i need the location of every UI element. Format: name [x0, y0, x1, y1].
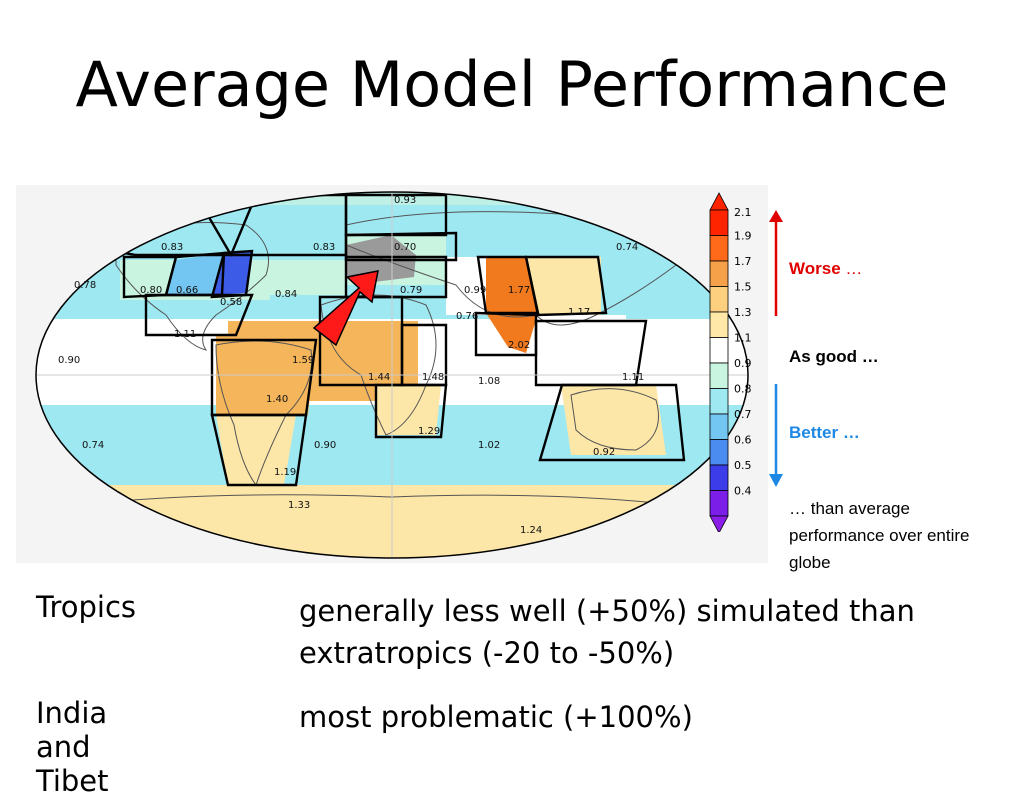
colorbar: 2.1 1.9 1.7 1.5 1.3 1.1 0.9 0.8 0.7 0.6 0.5 0.4 — [709, 192, 752, 532]
page-title: Average Model Performance — [75, 48, 949, 121]
region-australia — [561, 385, 666, 455]
continent-australia — [570, 388, 659, 451]
label-e-na: 0.58 — [220, 297, 242, 308]
colorbar-tick-label: 1.3 — [734, 306, 752, 319]
label-s-south-america: 1.40 — [266, 394, 288, 405]
better-arrow-head — [769, 474, 783, 487]
colorbar-tick-label: 1.7 — [734, 255, 752, 268]
colorbar-tick-label: 0.4 — [734, 485, 752, 498]
legend-as-good: As good … — [789, 347, 879, 366]
region-tibet — [478, 257, 538, 313]
colorbar-block — [709, 235, 729, 262]
region-s-south-america — [216, 415, 296, 485]
legend-worse-label: Worse — [789, 259, 841, 278]
legend-note: … than average performance over entire g… — [789, 499, 970, 572]
label-e-pacific: 0.90 — [58, 355, 80, 366]
world-map: 0.93 0.83 0.83 0.70 0.74 0.78 0.80 0.66 … — [16, 185, 768, 563]
label-c-na: 0.66 — [176, 285, 198, 296]
colorbar-tick-label: 0.6 — [734, 434, 752, 447]
legend-worse: Worse … — [789, 259, 862, 279]
label-amazon: 1.59 — [292, 355, 314, 366]
label-india: 2.02 — [508, 340, 530, 351]
colorbar-tick-label: 1.1 — [734, 332, 752, 345]
colorbar-block — [709, 209, 729, 236]
label-tibet: 1.77 — [508, 285, 530, 296]
colorbar-tick-label: 0.8 — [734, 383, 752, 396]
label-patagonia: 1.19 — [274, 467, 296, 478]
continent-north-america — [115, 222, 269, 351]
row-india-tibet-label: India and Tibet — [36, 696, 109, 798]
region-c-na — [166, 253, 224, 295]
legend-worse-dots: … — [845, 259, 863, 278]
label-arctic: 0.93 — [394, 195, 416, 206]
colorbar-block — [709, 260, 729, 287]
label-n-atlantic: 0.84 — [275, 289, 297, 300]
label-greenland: 0.83 — [161, 242, 183, 253]
colorbar-block — [709, 311, 729, 338]
label-indian-ocean: 1.08 — [478, 376, 500, 387]
label-antarctic-e: 1.24 — [520, 525, 542, 536]
label-s-pacific: 0.74 — [82, 440, 104, 451]
label-n-america-north: 0.83 — [313, 242, 335, 253]
colorbar-block — [709, 362, 729, 389]
colorbar-block — [709, 286, 729, 313]
colorbar-block — [709, 413, 729, 440]
label-w-africa: 1.44 — [368, 372, 390, 383]
region-se-asia — [536, 315, 626, 385]
colorbar-tick-label: 2.1 — [734, 206, 752, 219]
legend-better: Better … — [789, 423, 860, 442]
row-tropics-label: Tropics — [36, 590, 136, 624]
colorbar-block — [709, 337, 729, 364]
colorbar-tick-label: 0.7 — [734, 408, 752, 421]
colorbar-block — [709, 464, 729, 491]
world-map-svg: 0.93 0.83 0.83 0.70 0.74 0.78 0.80 0.66 … — [16, 185, 768, 563]
colorbar-tick-label: 0.9 — [734, 357, 752, 370]
label-mediterranean: 0.79 — [400, 285, 422, 296]
row-tropics-text: generally less well (+50%) simulated tha… — [299, 594, 915, 670]
colorbar-tick-label: 1.9 — [734, 230, 752, 243]
colorbar-block — [709, 490, 729, 517]
continent-africa — [320, 294, 437, 436]
row-india-tibet-text: most problematic (+100%) — [299, 700, 693, 734]
continent-south-america — [215, 340, 313, 487]
worse-arrow-head — [769, 210, 783, 222]
label-se-asia: 1.11 — [622, 372, 644, 383]
region-e-asia — [526, 257, 601, 315]
region-n-atlantic — [252, 260, 346, 295]
highlight-arrow — [312, 270, 379, 347]
colorbar-tick-label: 1.5 — [734, 281, 752, 294]
label-s-africa: 1.29 — [418, 426, 440, 437]
legend-arrows — [769, 210, 783, 487]
colorbar-tick-label: 0.5 — [734, 459, 752, 472]
region-india — [486, 313, 538, 353]
label-europe: 0.70 — [394, 242, 416, 253]
label-e-asia: 1.17 — [568, 307, 590, 318]
label-n-pacific: 0.78 — [74, 280, 96, 291]
label-n-asia: 0.74 — [616, 242, 638, 253]
label-australia: 0.92 — [593, 447, 615, 458]
label-s-indian: 1.02 — [478, 440, 500, 451]
colorbar-block — [709, 388, 729, 415]
label-w-na: 0.80 — [140, 285, 162, 296]
label-c-america: 1.11 — [174, 329, 196, 340]
region-c-asia — [446, 257, 486, 315]
label-e-africa: 1.48 — [422, 372, 444, 383]
label-c-asia: 0.99 — [464, 285, 486, 296]
colorbar-top-arrow — [709, 192, 729, 211]
colorbar-bottom-arrow — [709, 515, 729, 532]
colorbar-block — [709, 439, 729, 466]
label-s-atlantic: 0.90 — [314, 440, 336, 451]
label-sahara: 0.76 — [456, 311, 478, 322]
continent-eurasia — [345, 211, 677, 326]
label-antarctic-w: 1.33 — [288, 500, 310, 511]
